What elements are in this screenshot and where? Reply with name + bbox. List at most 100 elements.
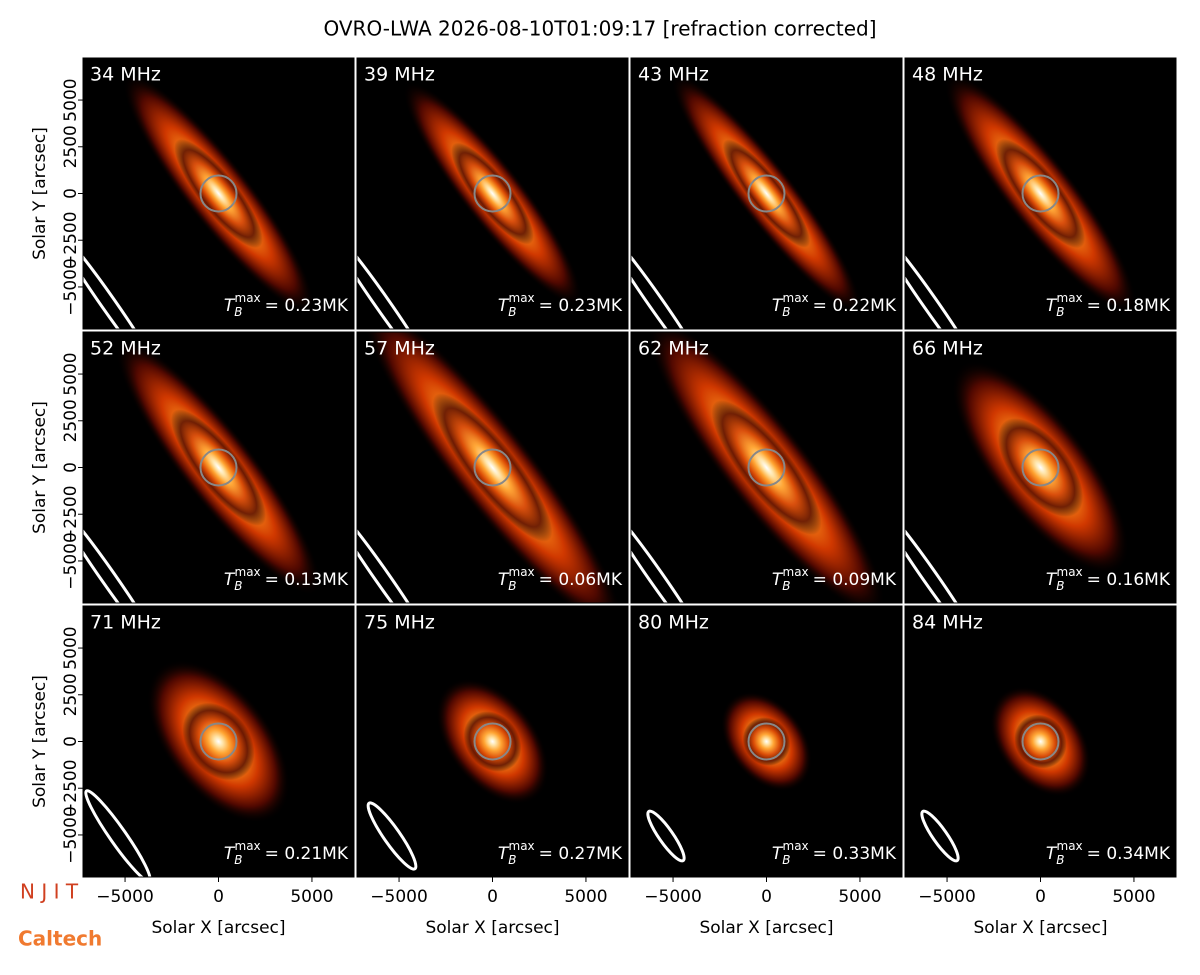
emission-core bbox=[463, 711, 522, 772]
tb-symbol: T bbox=[498, 570, 510, 590]
tb-max-annotation: TBmax = 0.16MK bbox=[1046, 565, 1171, 593]
panel bbox=[357, 58, 628, 329]
tb-sub: B bbox=[782, 853, 790, 867]
chart-title: OVRO-LWA 2026-08-10T01:09:17 [refraction… bbox=[323, 17, 876, 41]
tb-sub: B bbox=[1056, 305, 1064, 319]
tb-symbol: T bbox=[772, 844, 784, 864]
y-tick-label: 2500 bbox=[61, 673, 81, 716]
tb-value: = 0.21MK bbox=[265, 844, 349, 864]
tb-value: = 0.06MK bbox=[539, 570, 623, 590]
solar-disk bbox=[1021, 448, 1060, 487]
tb-sub: B bbox=[508, 579, 516, 593]
panel-frame bbox=[630, 331, 903, 604]
x-tick-label: 0 bbox=[761, 887, 772, 907]
tb-sub: B bbox=[508, 853, 516, 867]
emission-core bbox=[451, 142, 534, 245]
panel-frame bbox=[904, 57, 1177, 330]
solar-disk bbox=[473, 174, 512, 213]
solar-disk bbox=[473, 722, 512, 761]
tb-symbol: T bbox=[1046, 570, 1058, 590]
panel bbox=[905, 58, 1176, 329]
solar-disk bbox=[1021, 722, 1060, 761]
x-tick-label: 5000 bbox=[564, 887, 607, 907]
tb-max-annotation: TBmax = 0.21MK bbox=[224, 839, 349, 867]
x-tick-label: 5000 bbox=[290, 887, 333, 907]
x-tick-label: −5000 bbox=[370, 887, 428, 907]
emission-core bbox=[171, 409, 266, 526]
x-tick-label: −5000 bbox=[96, 887, 154, 907]
tb-value: = 0.09MK bbox=[813, 570, 897, 590]
tb-sup: max bbox=[235, 565, 261, 579]
tb-value: = 0.22MK bbox=[813, 296, 897, 316]
beam bbox=[366, 801, 418, 871]
tb-sup: max bbox=[509, 565, 535, 579]
solar-disk bbox=[747, 722, 786, 761]
tb-sub: B bbox=[234, 579, 242, 593]
y-tick-label: −2500 bbox=[61, 759, 81, 817]
solar-disk bbox=[473, 448, 512, 487]
x-tick-label: −5000 bbox=[918, 887, 976, 907]
x-axis-label: Solar X [arcsec] bbox=[425, 918, 559, 938]
panel-label: 75 MHz bbox=[364, 612, 435, 634]
emission-core bbox=[722, 139, 811, 248]
y-tick-label: 0 bbox=[61, 736, 81, 747]
y-tick-label: 5000 bbox=[61, 352, 81, 395]
beam bbox=[83, 227, 162, 329]
tb-symbol: T bbox=[224, 570, 236, 590]
tb-sup: max bbox=[235, 291, 261, 305]
tb-value: = 0.33MK bbox=[813, 844, 897, 864]
tb-sub: B bbox=[508, 305, 516, 319]
panel bbox=[83, 606, 354, 877]
tb-max-annotation: TBmax = 0.06MK bbox=[498, 565, 623, 593]
beam bbox=[905, 227, 984, 329]
emission-core bbox=[711, 400, 822, 535]
tb-sup: max bbox=[509, 291, 535, 305]
tb-sup: max bbox=[783, 291, 809, 305]
x-tick-label: 0 bbox=[487, 887, 498, 907]
x-tick-label: −5000 bbox=[644, 887, 702, 907]
tb-symbol: T bbox=[772, 570, 784, 590]
tb-sup: max bbox=[783, 839, 809, 853]
x-tick-label: 0 bbox=[1035, 887, 1046, 907]
beam bbox=[357, 227, 436, 329]
tb-sub: B bbox=[234, 305, 242, 319]
panel bbox=[357, 606, 628, 877]
panel bbox=[83, 58, 354, 329]
logo-njit: N J I T bbox=[20, 880, 79, 904]
logo-caltech: Caltech bbox=[18, 927, 102, 951]
emission-core bbox=[174, 139, 263, 248]
x-axis-label: Solar X [arcsec] bbox=[151, 918, 285, 938]
y-tick-label: −2500 bbox=[61, 485, 81, 543]
beam bbox=[905, 501, 984, 603]
tb-symbol: T bbox=[772, 296, 784, 316]
panel-label: 80 MHz bbox=[638, 612, 709, 634]
y-tick-label: 5000 bbox=[61, 78, 81, 121]
panel-label: 66 MHz bbox=[912, 338, 983, 360]
beam bbox=[646, 809, 686, 863]
tb-symbol: T bbox=[1046, 844, 1058, 864]
beam bbox=[84, 789, 152, 877]
y-axis-label: Solar Y [arcsec] bbox=[30, 401, 50, 534]
tb-value: = 0.18MK bbox=[1087, 296, 1171, 316]
y-tick-label: 2500 bbox=[61, 125, 81, 168]
y-axis-label: Solar Y [arcsec] bbox=[30, 675, 50, 808]
tb-symbol: T bbox=[224, 844, 236, 864]
panel-label: 84 MHz bbox=[912, 612, 983, 634]
beam bbox=[631, 501, 710, 603]
tb-value: = 0.16MK bbox=[1087, 570, 1171, 590]
y-tick-label: 0 bbox=[61, 462, 81, 473]
emission-core bbox=[742, 717, 791, 766]
beam bbox=[920, 809, 960, 863]
tb-value: = 0.27MK bbox=[539, 844, 623, 864]
y-tick-label: −2500 bbox=[61, 211, 81, 269]
tb-symbol: T bbox=[498, 296, 510, 316]
panel-frame bbox=[356, 331, 629, 604]
panel bbox=[357, 332, 628, 603]
tb-sup: max bbox=[1057, 565, 1083, 579]
tb-sub: B bbox=[1056, 579, 1064, 593]
solar-disk bbox=[747, 448, 786, 487]
tb-max-annotation: TBmax = 0.22MK bbox=[772, 291, 897, 319]
emission-core bbox=[995, 138, 1086, 249]
